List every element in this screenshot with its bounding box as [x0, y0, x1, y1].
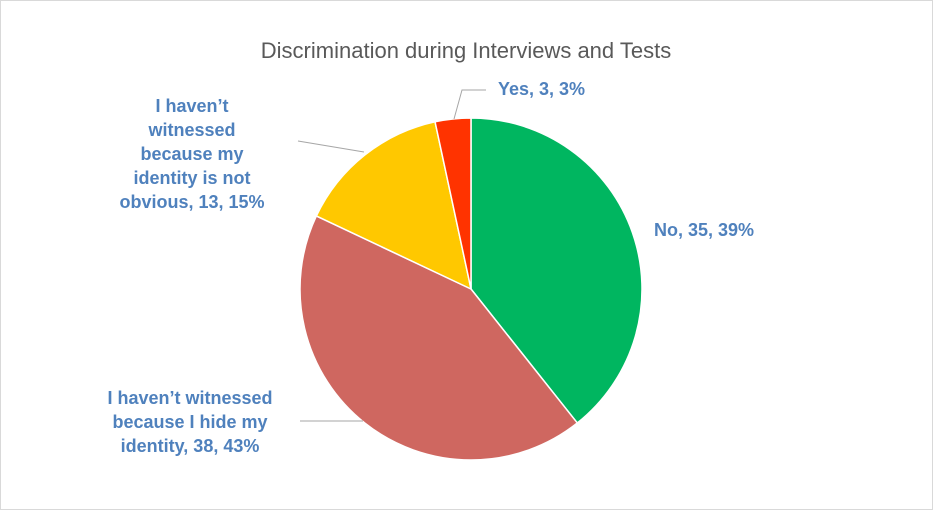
- data-label-line: because I hide my: [112, 412, 267, 432]
- leader-lines: [297, 89, 486, 422]
- leader-line-3: [297, 140, 365, 153]
- data-label-1: No, 35, 39%: [654, 220, 754, 240]
- leader-line-4: [453, 89, 486, 120]
- data-label-2: I haven’t witnessed because I hide my iden…: [107, 388, 272, 456]
- data-label-line: because my: [140, 144, 243, 164]
- data-label-line: identity is not: [134, 168, 251, 188]
- data-label-line: witnessed: [147, 120, 235, 140]
- chart-title: Discrimination during Interviews and Tes…: [261, 38, 671, 63]
- data-label-line: Yes, 3, 3%: [498, 79, 585, 99]
- pie-slices: [299, 117, 643, 461]
- pie-slice-3: [315, 120, 473, 291]
- pie-slice-4: [434, 117, 472, 290]
- data-label-line: obvious, 13, 15%: [119, 192, 264, 212]
- data-label-line: I haven’t witnessed: [107, 388, 272, 408]
- pie-slice-1: [470, 117, 643, 425]
- data-label-3: I haven’t witnessed because my identity is …: [119, 96, 264, 212]
- pie-slice-2: [299, 214, 579, 461]
- data-labels: No, 35, 39% I haven’t witnessed because I …: [107, 79, 754, 456]
- data-label-line: identity, 38, 43%: [121, 436, 260, 456]
- data-label-line: I haven’t: [155, 96, 228, 116]
- data-label-4: Yes, 3, 3%: [498, 79, 585, 99]
- data-label-line: No, 35, 39%: [654, 220, 754, 240]
